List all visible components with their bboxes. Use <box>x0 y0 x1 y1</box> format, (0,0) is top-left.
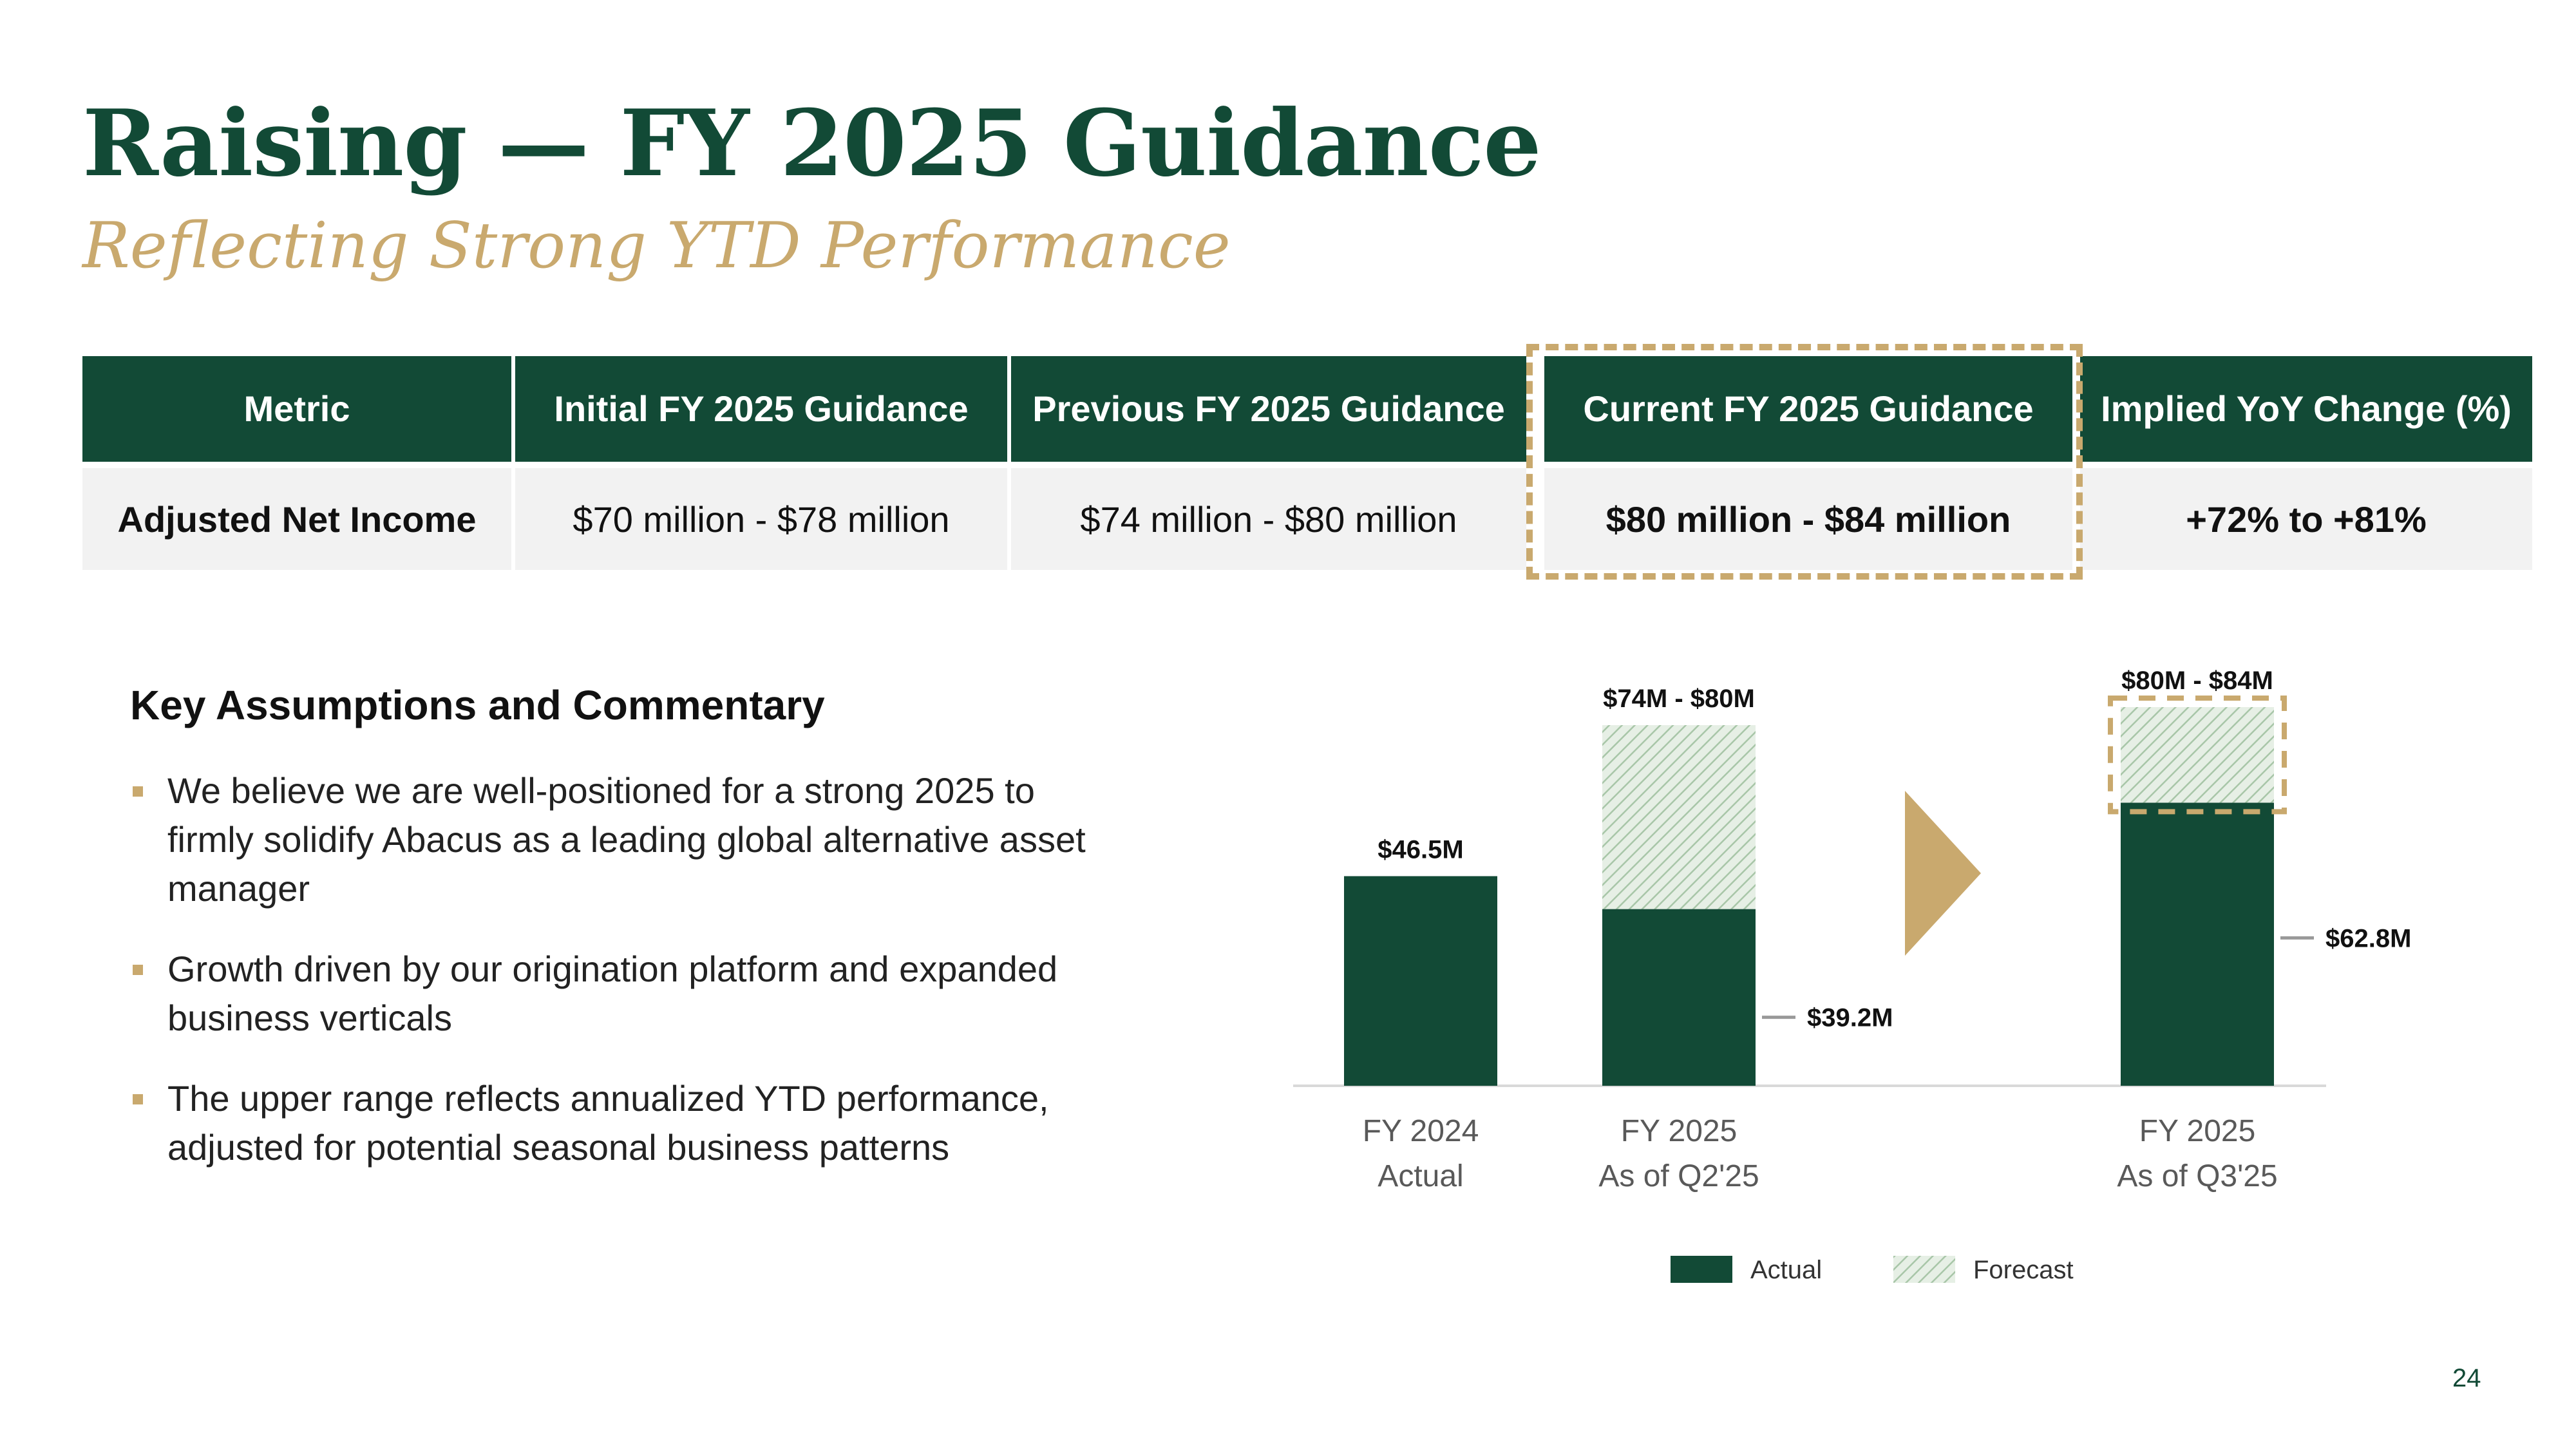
arrow-right-icon <box>1905 791 1981 956</box>
header-current-guidance: Current FY 2025 Guidance <box>1544 356 2072 462</box>
data-label-total: $80M - $84M <box>2121 667 2273 695</box>
bar-actual <box>2121 802 2274 1086</box>
data-label-total: $74M - $80M <box>1603 685 1755 713</box>
bullet-square-icon <box>133 1094 143 1104</box>
bullet-text: The upper range reflects annualized YTD … <box>167 1078 1049 1168</box>
x-tick-label: FY 2024 <box>1363 1114 1479 1148</box>
cell-implied-yoy: +72% to +81% <box>2080 468 2532 570</box>
guidance-table: Metric Initial FY 2025 Guidance Previous… <box>82 356 2532 570</box>
cell-metric: Adjusted Net Income <box>82 468 511 570</box>
cell-current-guidance: $80 million - $84 million <box>1544 468 2072 570</box>
legend-swatch-forecast <box>1893 1256 1955 1283</box>
bullet-text: Growth driven by our origination platfor… <box>167 949 1058 1038</box>
legend-label-forecast: Forecast <box>1973 1256 2074 1284</box>
data-label-total: $46.5M <box>1378 836 1463 864</box>
bullet-square-icon <box>133 786 143 797</box>
legend-swatch-actual <box>1671 1256 1732 1283</box>
data-label-actual: $62.8M <box>2325 924 2411 952</box>
x-tick-label: As of Q2'25 <box>1598 1159 1759 1193</box>
header-metric: Metric <box>82 356 511 462</box>
header-initial-guidance: Initial FY 2025 Guidance <box>515 356 1007 462</box>
commentary-heading: Key Assumptions and Commentary <box>130 682 825 728</box>
page-title: Raising — FY 2025 Guidance <box>82 90 1542 197</box>
bar-actual <box>1344 876 1497 1086</box>
cell-initial-guidance: $70 million - $78 million <box>515 468 1007 570</box>
commentary-bullet: The upper range reflects annualized YTD … <box>130 1074 1122 1172</box>
cell-previous-guidance: $74 million - $80 million <box>1011 468 1526 570</box>
commentary-bullet: We believe we are well-positioned for a … <box>130 766 1122 913</box>
x-tick-label: FY 2025 <box>1621 1114 1738 1148</box>
header-previous-guidance: Previous FY 2025 Guidance <box>1011 356 1526 462</box>
bullet-square-icon <box>133 965 143 975</box>
x-tick-label: Actual <box>1378 1159 1463 1193</box>
page-number: 24 <box>2452 1364 2481 1392</box>
commentary-bullet: Growth driven by our origination platfor… <box>130 945 1122 1043</box>
current-guidance-highlight <box>1526 344 2083 580</box>
bar-actual <box>1602 909 1756 1086</box>
x-tick-label: FY 2025 <box>2139 1114 2256 1148</box>
bullet-text: We believe we are well-positioned for a … <box>167 770 1086 909</box>
x-tick-label: As of Q3'25 <box>2117 1159 2277 1193</box>
page-subtitle: Reflecting Strong YTD Performance <box>82 209 1231 283</box>
legend-label-actual: Actual <box>1750 1256 1822 1284</box>
forecast-highlight-box <box>2108 696 2287 815</box>
bar-forecast <box>2121 707 2274 803</box>
header-implied-yoy: Implied YoY Change (%) <box>2080 356 2532 462</box>
data-label-actual: $39.2M <box>1807 1004 1893 1032</box>
bar-forecast <box>1602 725 1756 909</box>
